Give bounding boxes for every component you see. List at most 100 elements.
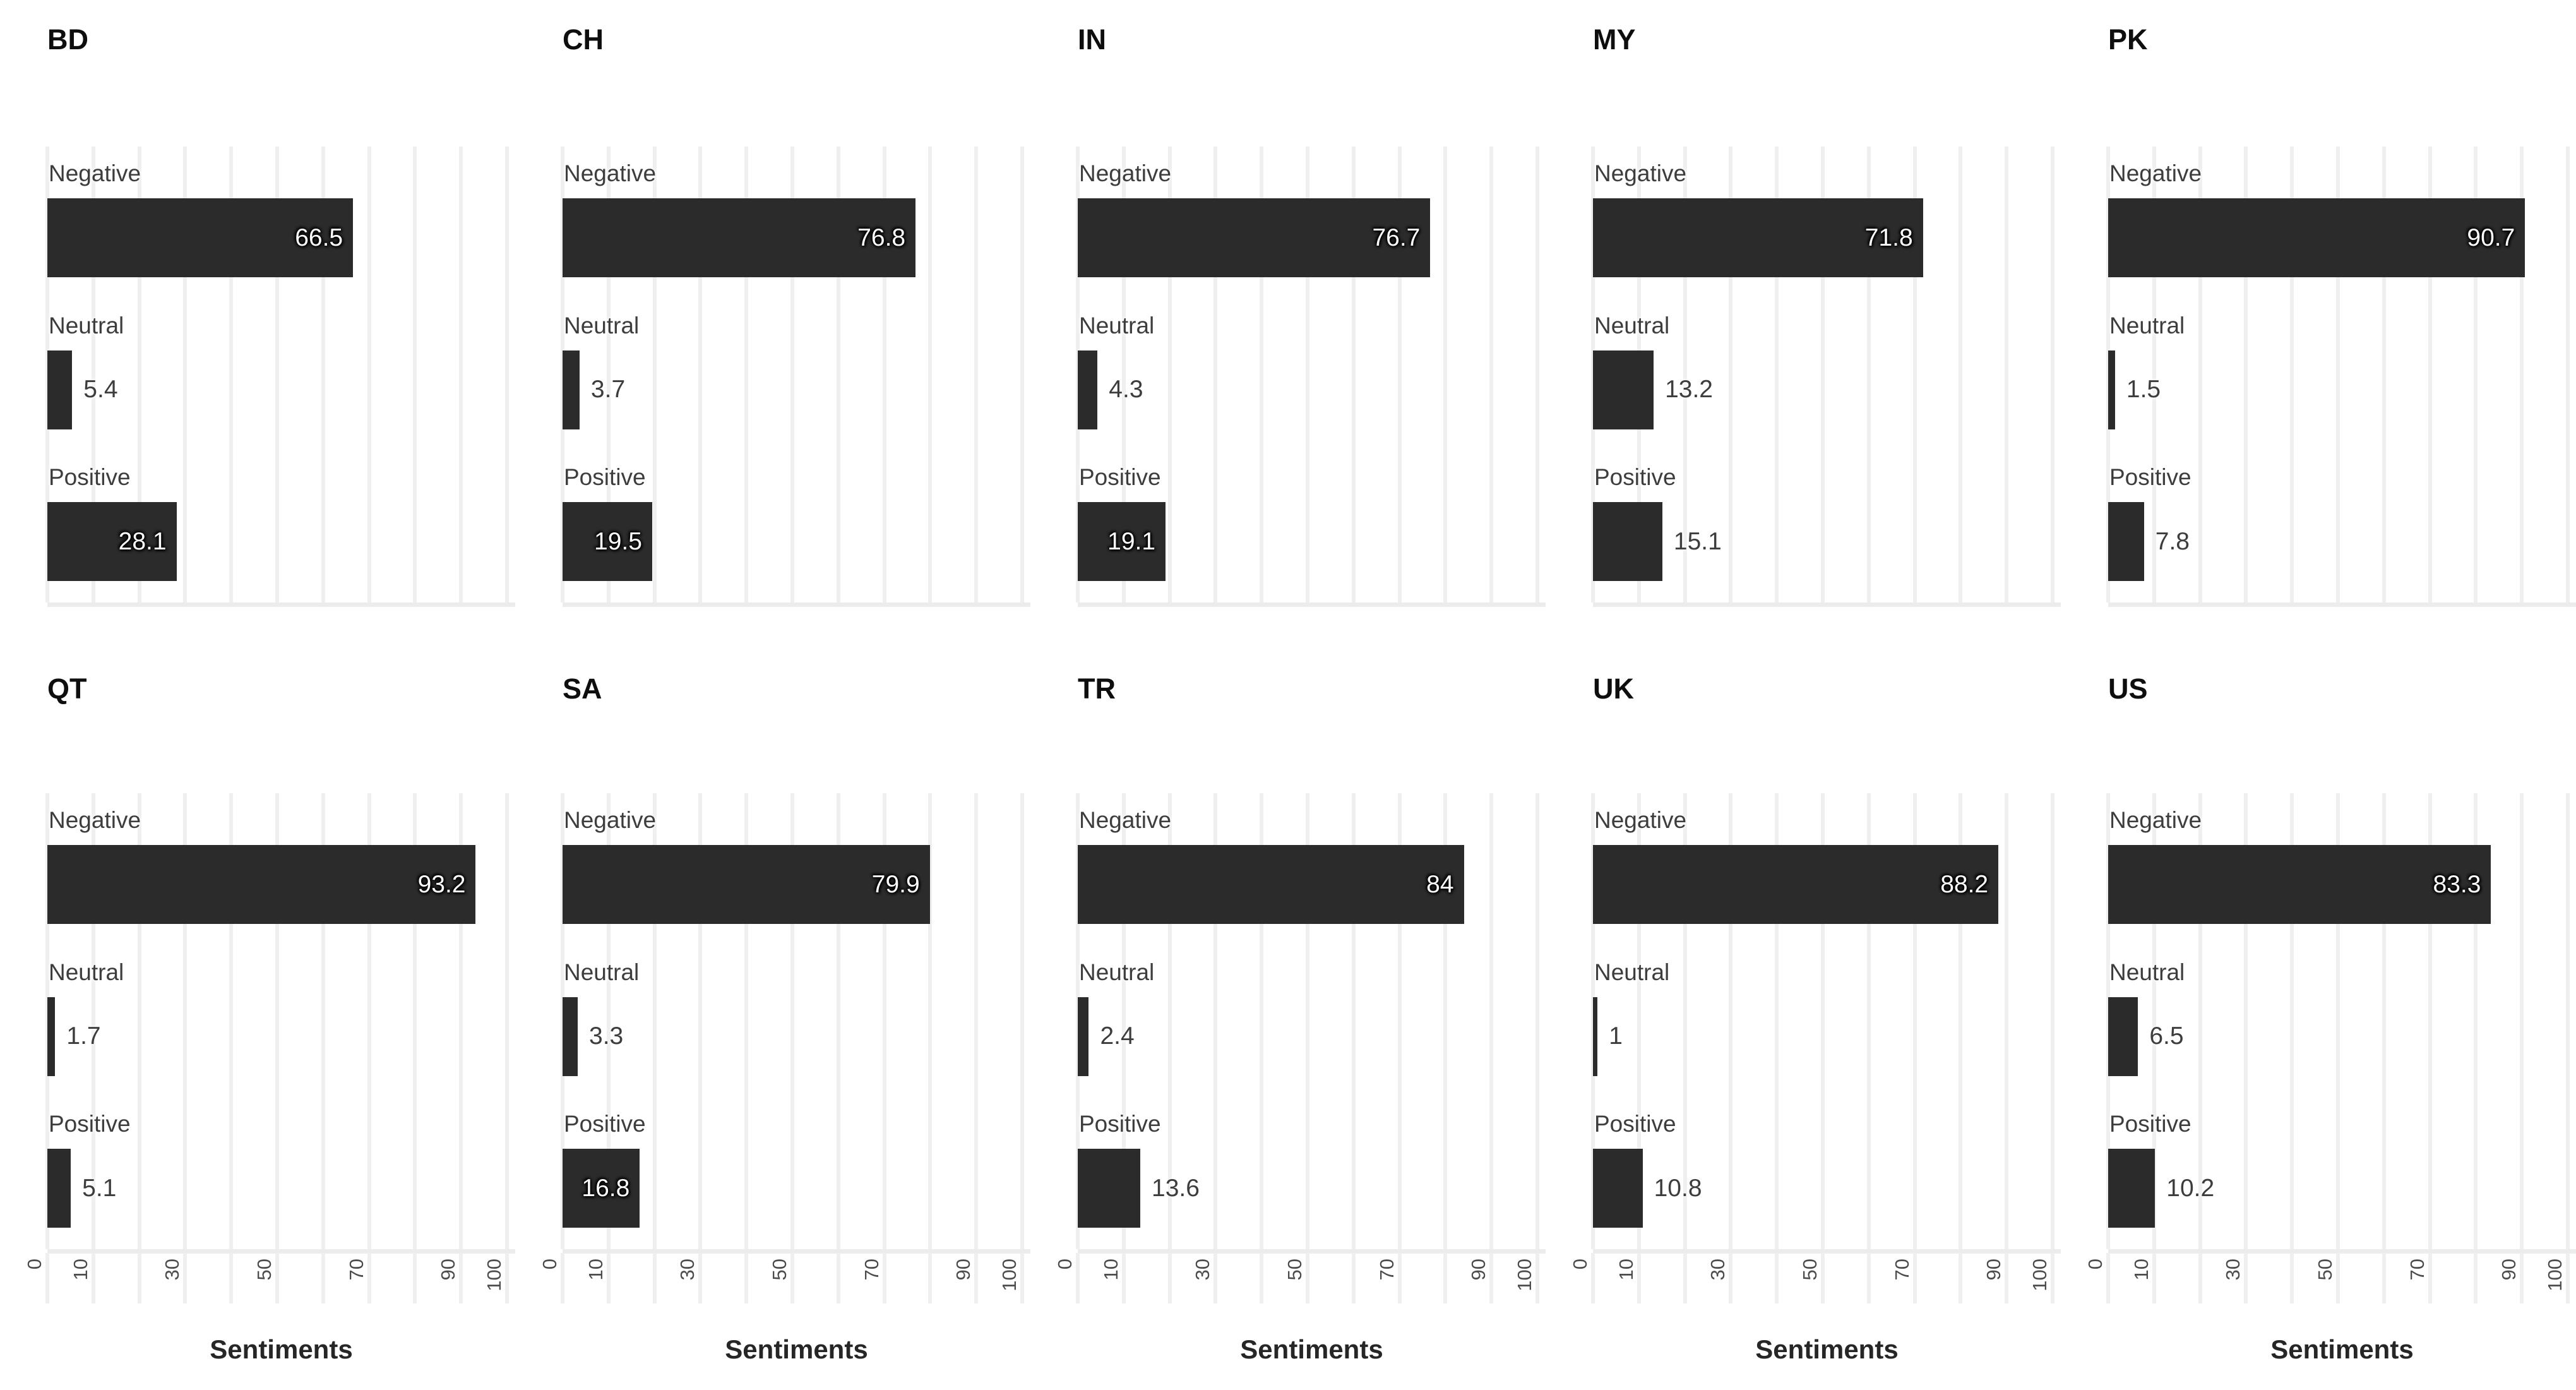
gridline: [606, 793, 611, 1249]
axis-tick: [882, 1253, 886, 1303]
x-tick-label: 90: [1983, 1259, 2005, 1281]
gridline: [1729, 147, 1733, 602]
gridline: [137, 147, 141, 602]
bar: [47, 845, 476, 924]
axis-tick: [91, 1253, 95, 1303]
plot-panel: Negative 84 Neutral 2.4 Positive 13.6: [1076, 793, 1546, 1254]
gridline: [836, 793, 840, 1249]
value-label: 2.4: [1100, 1022, 1135, 1050]
axis-tick: [1637, 1253, 1641, 1303]
axis-tick: [183, 1253, 188, 1303]
gridline: [2474, 793, 2478, 1249]
x-tick-label: 50: [1799, 1259, 1821, 1281]
x-tick-label: 50: [1284, 1259, 1306, 1281]
axis-tick: [275, 1253, 279, 1303]
gridline: [1637, 793, 1641, 1249]
panel-bottom-edge: [47, 1249, 515, 1254]
axis-tick: [928, 1253, 933, 1303]
axis-tick: [1866, 1253, 1871, 1303]
gridline: [882, 793, 886, 1249]
gridline: [2520, 147, 2524, 602]
axis-tick: [652, 1253, 657, 1303]
gridline: [1821, 793, 1825, 1249]
plot-panel: Negative 93.2 Neutral 1.7 Positive 5.1: [45, 793, 515, 1254]
gridline: [1306, 147, 1309, 602]
gridline: [1535, 147, 1539, 602]
bar: [563, 845, 930, 924]
gridline: [2336, 147, 2340, 602]
axis-tick: [2290, 1253, 2294, 1303]
x-tick-label: 10: [584, 1259, 607, 1281]
gridline: [2152, 793, 2156, 1249]
category-label: Negative: [1594, 160, 1687, 186]
bar: [2108, 198, 2525, 277]
value-label: 13.2: [1665, 376, 1713, 404]
facet-title: UK: [1593, 673, 1634, 705]
bar: [1078, 845, 1464, 924]
gridline: [2474, 147, 2478, 602]
facet-title: US: [2108, 673, 2148, 705]
bar: [1593, 198, 1923, 277]
bar: [1593, 502, 1662, 582]
x-tick-label: 30: [1707, 1259, 1729, 1281]
value-label: 66.5: [295, 224, 343, 251]
gridline: [744, 147, 749, 602]
axis-tick: [2520, 1253, 2524, 1303]
bar: [563, 502, 652, 582]
axis-tick: [1821, 1253, 1825, 1303]
axis-tick: [1683, 1253, 1687, 1303]
panel-bottom-edge: [2108, 1249, 2576, 1254]
gridline: [2005, 147, 2009, 602]
gridline: [974, 147, 979, 602]
axis-tick: [790, 1253, 794, 1303]
value-label: 10.2: [2166, 1174, 2215, 1202]
bar: [2108, 502, 2144, 582]
x-tick-label: 0: [23, 1259, 45, 1270]
bar: [1078, 1149, 1140, 1228]
gridline: [1020, 147, 1024, 602]
gridline: [1397, 793, 1402, 1249]
gridline: [2198, 793, 2202, 1249]
facet-title: QT: [47, 673, 87, 705]
axis-tick: [2051, 1253, 2054, 1303]
gridline: [229, 793, 234, 1249]
gridline: [1821, 147, 1825, 602]
gridline: [2051, 147, 2054, 602]
bar: [1078, 997, 1089, 1076]
category-label: Negative: [564, 807, 657, 833]
gridline: [183, 793, 188, 1249]
gridline: [137, 793, 141, 1249]
x-axis: 0 10 30 50 70 90 100: [23, 1253, 515, 1322]
axis-tick: [1729, 1253, 1733, 1303]
gridline: [1683, 147, 1687, 602]
x-tick-label: 10: [69, 1259, 92, 1281]
category-label: Negative: [2109, 160, 2202, 186]
bar: [2108, 350, 2115, 429]
axis-tick: [413, 1253, 417, 1303]
facet-title: BD: [47, 23, 88, 56]
panel-bottom-edge: [563, 602, 1030, 607]
axis-tick: [836, 1253, 840, 1303]
axis-tick: [505, 1253, 509, 1303]
value-label: 79.9: [871, 870, 920, 898]
category-label: Neutral: [1079, 312, 1155, 339]
axis-tick: [2152, 1253, 2156, 1303]
axis-tick: [459, 1253, 463, 1303]
category-label: Positive: [1079, 1111, 1161, 1137]
gridline: [1489, 147, 1494, 602]
category-label: Neutral: [564, 312, 640, 339]
axis-tick: [561, 1253, 564, 1303]
bar: [2108, 997, 2138, 1076]
axis-tick: [1959, 1253, 1963, 1303]
axis-tick: [1591, 1253, 1595, 1303]
gridline: [229, 147, 234, 602]
x-axis: 0 10 30 50 70 90 100: [539, 1253, 1030, 1322]
axis-tick: [1020, 1253, 1024, 1303]
value-label: 71.8: [1864, 224, 1913, 251]
axis-tick: [367, 1253, 371, 1303]
x-tick-label: 30: [161, 1259, 184, 1281]
axis-tick: [1260, 1253, 1264, 1303]
category-label: Positive: [564, 464, 646, 491]
gridline: [1260, 793, 1264, 1249]
